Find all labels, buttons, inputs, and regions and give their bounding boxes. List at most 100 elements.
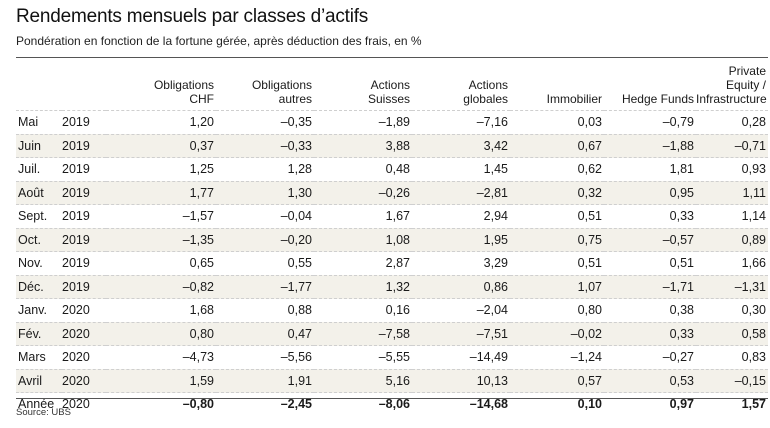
value-cell: 1,14 [696,204,768,228]
value-cell: –1,88 [604,133,696,158]
total-value-cell: –0,80 [106,392,216,416]
value-cell: 1,25 [106,157,216,181]
value-cell: 5,16 [314,368,412,393]
value-cell: 0,38 [604,298,696,322]
value-cell: 1,45 [412,157,510,181]
value-cell: 1,07 [510,274,604,299]
value-cell: 0,83 [696,345,768,369]
table-row: Mai 2019 1,20 –0,35 –1,89 –7,16 0,03 –0,… [16,110,768,134]
table-subtitle: Pondération en fonction de la fortune gé… [16,34,422,48]
value-cell: 1,91 [216,368,314,393]
month-cell: Mars [16,345,62,369]
value-cell: 0,16 [314,298,412,322]
value-cell: 1,08 [314,227,412,252]
value-cell: –1,57 [106,204,216,228]
value-cell: –0,20 [216,227,314,252]
value-cell: 1,28 [216,157,314,181]
value-cell: 1,20 [106,110,216,134]
value-cell: –2,81 [412,180,510,205]
value-cell: 0,51 [510,251,604,275]
value-cell: 0,65 [106,251,216,275]
top-rule [16,57,768,58]
value-cell: 2,94 [412,204,510,228]
value-cell: –7,58 [314,321,412,346]
table-row: Août 2019 1,77 1,30 –0,26 –2,81 0,32 0,9… [16,180,768,205]
value-cell: 3,88 [314,133,412,158]
table-row: Sept. 2019 –1,57 –0,04 1,67 2,94 0,51 0,… [16,204,768,228]
year-cell: 2019 [62,227,106,252]
value-cell: 10,13 [412,368,510,393]
value-cell: –7,16 [412,110,510,134]
value-cell: 1,32 [314,274,412,299]
header-year [62,64,106,111]
month-cell: Juin [16,133,62,158]
value-cell: –0,71 [696,133,768,158]
value-cell: 0,55 [216,251,314,275]
year-cell: 2020 [62,321,106,346]
value-cell: –1,89 [314,110,412,134]
value-cell: 0,93 [696,157,768,181]
value-cell: –1,77 [216,274,314,299]
year-cell: 2019 [62,274,106,299]
value-cell: 0,80 [510,298,604,322]
value-cell: 0,51 [604,251,696,275]
month-cell: Fév. [16,321,62,346]
value-cell: –0,27 [604,345,696,369]
value-cell: 0,37 [106,133,216,158]
value-cell: 0,88 [216,298,314,322]
value-cell: 1,81 [604,157,696,181]
source-note: Source: UBS [16,407,71,418]
total-value-cell: 0,97 [604,392,696,416]
value-cell: –1,24 [510,345,604,369]
value-cell: –0,15 [696,368,768,393]
header-month [16,64,62,111]
value-cell: 1,68 [106,298,216,322]
value-cell: 0,28 [696,110,768,134]
value-cell: 0,95 [604,180,696,205]
total-value-cell: –2,45 [216,392,314,416]
table-row: Nov. 2019 0,65 0,55 2,87 3,29 0,51 0,51 … [16,251,768,275]
month-cell: Oct. [16,227,62,252]
month-cell: Mai [16,110,62,134]
value-cell: –0,79 [604,110,696,134]
value-cell: 0,53 [604,368,696,393]
value-cell: 0,89 [696,227,768,252]
value-cell: 0,67 [510,133,604,158]
header-row: Obligations CHF Obligations autres Actions… [16,64,768,111]
total-label-cell: Année [16,392,62,416]
header-obligations-autres: Obligations autres [251,78,312,106]
total-value-cell: –8,06 [314,392,412,416]
value-cell: –0,35 [216,110,314,134]
year-cell: 2019 [62,180,106,205]
value-cell: –1,35 [106,227,216,252]
value-cell: 2,87 [314,251,412,275]
month-cell: Janv. [16,298,62,322]
value-cell: 0,86 [412,274,510,299]
value-cell: –0,04 [216,204,314,228]
value-cell: –0,33 [216,133,314,158]
value-cell: –5,56 [216,345,314,369]
total-year-cell: 2020 [62,392,106,416]
table-title: Rendements mensuels par classes d’actifs [16,6,369,27]
value-cell: –1,31 [696,274,768,299]
total-value-cell: 0,10 [510,392,604,416]
year-cell: 2020 [62,298,106,322]
header-immobilier: Immobilier [546,92,602,106]
header-obligations-chf: Obligations CHF [153,78,214,106]
header-actions-suisses: Actions Suisses [367,78,410,106]
header-private-equity: Private Equity / Infrastructure [696,64,767,106]
value-cell: 0,03 [510,110,604,134]
header-actions-globales: Actions globales [463,78,508,106]
bottom-rule [16,398,768,399]
table-row: Mars 2020 –4,73 –5,56 –5,55 –14,49 –1,24… [16,345,768,369]
value-cell: 0,32 [510,180,604,205]
year-cell: 2019 [62,157,106,181]
value-cell: –1,71 [604,274,696,299]
value-cell: 1,30 [216,180,314,205]
year-cell: 2020 [62,345,106,369]
table-row: Juil. 2019 1,25 1,28 0,48 1,45 0,62 1,81… [16,157,768,181]
year-cell: 2019 [62,251,106,275]
total-value-cell: 1,57 [696,392,768,416]
value-cell: 3,42 [412,133,510,158]
month-cell: Avril [16,368,62,393]
